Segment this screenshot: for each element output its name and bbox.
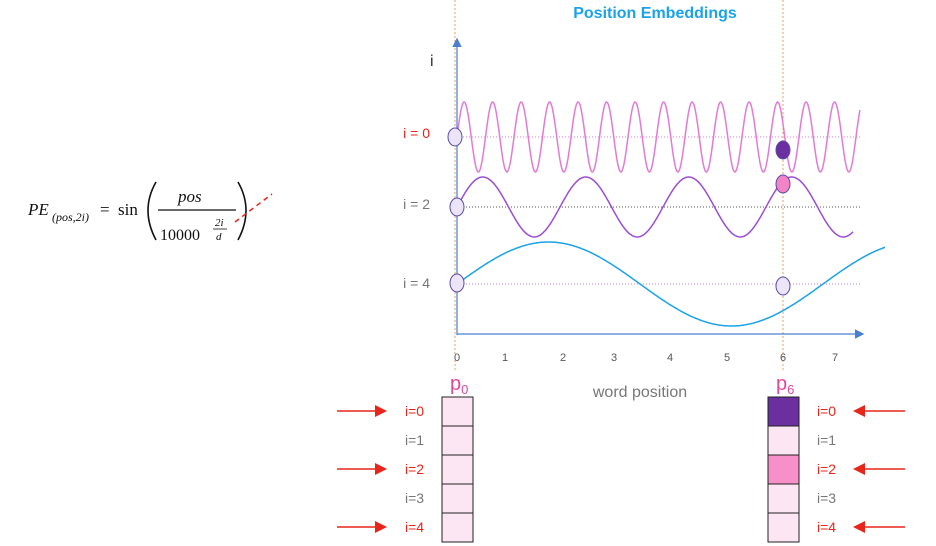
- row-label: i = 4: [403, 275, 430, 291]
- formula-fn: sin: [118, 200, 138, 219]
- vector-cell: [767, 454, 800, 485]
- sample-point: [447, 127, 463, 147]
- x-tick-label: 1: [502, 352, 508, 364]
- vector-cell: [767, 396, 800, 427]
- vector-cell: [767, 425, 800, 456]
- formula-equals: =: [100, 200, 110, 219]
- row-label: i = 2: [403, 196, 430, 212]
- sample-point: [775, 140, 791, 160]
- vector-sub: 0: [461, 382, 468, 397]
- formula-lhs-sub: (pos,2i): [52, 210, 89, 224]
- x-tick-label: 6: [780, 352, 786, 364]
- sample-point: [449, 273, 465, 293]
- vector-cell: [441, 512, 474, 543]
- vector-name: p0: [450, 373, 468, 397]
- row-label: i = 0: [403, 125, 430, 141]
- paren: [147, 181, 157, 241]
- sample-point: [775, 174, 791, 194]
- vector-label: i=3: [405, 490, 424, 506]
- vector-sub: 6: [787, 382, 794, 397]
- vector-cell: [767, 512, 800, 543]
- vector-cell: [767, 483, 800, 514]
- formula-base: 10000: [160, 227, 200, 244]
- vector-label: i=4: [817, 519, 836, 535]
- vector-cell: [441, 396, 474, 427]
- vector-label: i=0: [405, 403, 424, 419]
- vector-label: i=2: [817, 461, 836, 477]
- vector-name: p6: [776, 373, 794, 397]
- x-label: word position: [592, 384, 687, 401]
- formula-lhs: PE: [27, 200, 49, 219]
- x-tick-label: 0: [454, 352, 460, 364]
- vector-label: i=1: [817, 432, 836, 448]
- x-tick-label: 7: [832, 352, 838, 364]
- vector-label: i=1: [405, 432, 424, 448]
- wave: [462, 241, 886, 327]
- y-label: i: [430, 53, 434, 70]
- vector-label: i=4: [405, 519, 424, 535]
- vector-letter: p: [450, 373, 461, 395]
- x-tick-label: 2: [560, 352, 566, 364]
- formula-exp-num: 2i: [215, 217, 224, 229]
- vector-label: i=0: [817, 403, 836, 419]
- pointer: [234, 193, 273, 223]
- wave: [456, 101, 861, 173]
- formula-numerator: pos: [177, 187, 202, 206]
- paren: [237, 181, 247, 241]
- sample-point: [449, 197, 465, 217]
- x-tick-label: 3: [611, 352, 617, 364]
- formula-exp-den: d: [216, 231, 222, 243]
- vector-letter: p: [776, 373, 787, 395]
- vector-label: i=2: [405, 461, 424, 477]
- x-tick-label: 4: [667, 352, 673, 364]
- vector-cell: [441, 454, 474, 485]
- x-tick-label: 5: [724, 352, 730, 364]
- plot-title: Position Embeddings: [573, 5, 737, 22]
- sample-point: [775, 276, 791, 296]
- vector-cell: [441, 483, 474, 514]
- formula: PE (pos,2i) = sin pos 10000 2i d: [27, 181, 247, 244]
- vector-label: i=3: [817, 490, 836, 506]
- vector-cell: [441, 425, 474, 456]
